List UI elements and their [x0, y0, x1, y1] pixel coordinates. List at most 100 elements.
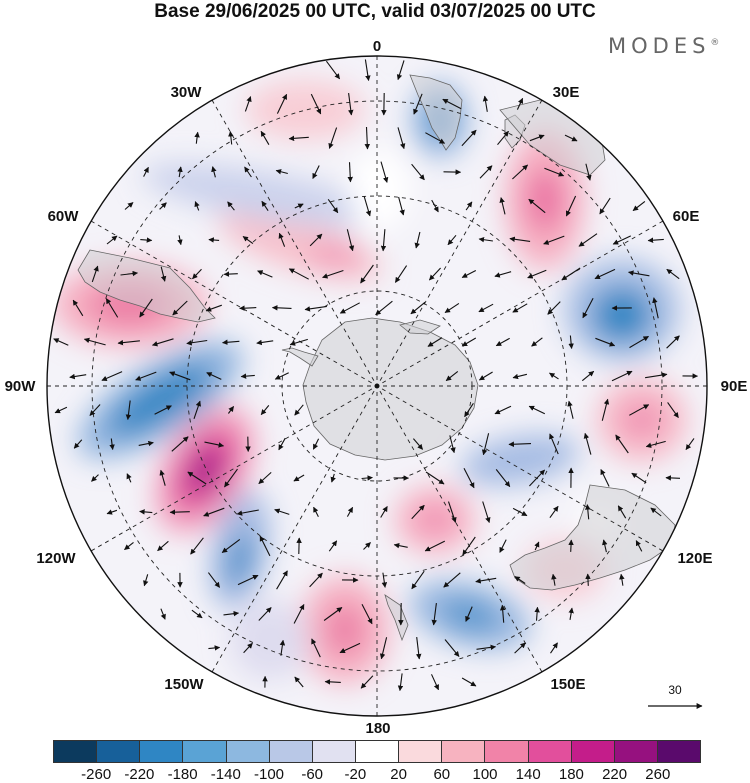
wind-vector	[444, 639, 460, 657]
wind-vector	[288, 268, 309, 280]
wind-vector	[461, 677, 477, 687]
wind-vector	[124, 541, 134, 551]
south-pole-marker	[374, 383, 380, 389]
wind-vector	[479, 165, 493, 179]
wind-vector	[482, 95, 489, 112]
wind-vector	[339, 302, 360, 314]
wind-vector	[261, 200, 269, 212]
wind-vector	[278, 437, 286, 451]
wind-vector	[190, 537, 204, 555]
wind-vector	[160, 266, 167, 282]
wind-vector	[240, 373, 255, 379]
wind-vector	[223, 610, 240, 617]
antarctic-peninsula	[281, 347, 319, 367]
wind-vector	[443, 572, 461, 588]
lon-label-120e: 120E	[677, 550, 712, 567]
wind-vector	[528, 198, 546, 214]
map-outline	[46, 55, 708, 717]
wind-vector	[346, 506, 354, 517]
wind-vector	[665, 475, 681, 481]
wind-vector	[143, 166, 149, 177]
wind-vector	[160, 608, 166, 620]
anomaly-low-west-core	[108, 363, 212, 437]
colorbar-swatch	[182, 741, 226, 762]
wind-vector	[194, 131, 200, 144]
wind-vector	[445, 370, 459, 382]
wind-vector	[294, 404, 304, 416]
wind-vector	[143, 574, 149, 587]
colorbar-tick-label: -220	[124, 766, 155, 783]
wind-vector	[109, 438, 115, 451]
wind-vector	[203, 507, 225, 517]
wind-vector	[313, 506, 319, 518]
wind-vector	[645, 372, 668, 379]
wind-vector	[138, 440, 154, 447]
wind-vector	[242, 235, 254, 245]
wind-vector	[279, 639, 286, 656]
anomaly-high-0-north	[245, 80, 365, 140]
wind-vector	[478, 236, 493, 243]
wind-vector	[228, 130, 234, 145]
wind-vector	[461, 270, 477, 278]
wind-vector	[645, 440, 666, 448]
wind-vector	[239, 305, 257, 311]
new-zealand	[384, 594, 409, 642]
colorbar-tick-label: -100	[253, 766, 285, 783]
longitude-labels: 0 30E 60E 90E 120E 150E 180 150W 120W 90…	[5, 38, 748, 737]
colorbar-tick-label: -20	[344, 766, 367, 783]
wind-vector	[425, 471, 445, 485]
wind-vector	[619, 573, 625, 586]
wind-vector	[462, 536, 476, 556]
wind-vector	[124, 202, 134, 210]
wind-vector	[227, 201, 235, 211]
wind-vector	[105, 298, 119, 318]
wind-vector	[583, 432, 592, 455]
wind-vector	[139, 509, 153, 515]
wind-vector	[461, 337, 477, 347]
wind-vector	[159, 202, 167, 210]
colorbar-swatch	[484, 741, 528, 762]
wind-vector	[328, 127, 338, 149]
wind-vector	[652, 297, 659, 319]
wind-vector	[478, 371, 493, 381]
wind-vector	[380, 161, 389, 183]
wind-vector	[447, 234, 457, 246]
wind-vector	[339, 642, 361, 654]
lon-label-150w: 150W	[164, 676, 204, 693]
wind-vector	[89, 404, 101, 416]
wind-vector	[568, 335, 574, 350]
anomaly-field	[52, 80, 687, 685]
wind-vector	[602, 539, 608, 553]
wind-vector	[595, 337, 616, 347]
wind-vector	[495, 337, 510, 347]
wind-vector	[106, 235, 118, 245]
wind-vector	[629, 335, 649, 349]
wind-vector	[564, 134, 578, 142]
wind-vector	[207, 572, 221, 588]
wind-vector	[154, 405, 172, 415]
wind-vector	[685, 438, 695, 451]
wind-vector	[412, 438, 424, 450]
anomaly-high-140e-core	[417, 506, 453, 534]
wind-vector	[444, 302, 460, 314]
wind-vector	[157, 540, 169, 552]
wind-vector	[274, 508, 290, 515]
wind-vector	[205, 304, 222, 312]
wind-vector	[211, 166, 217, 178]
wind-vector	[83, 337, 106, 346]
wind-vector	[550, 642, 558, 654]
colorbar-tick-label: 180	[558, 766, 584, 783]
wind-vector	[509, 236, 531, 243]
wind-vector	[527, 269, 547, 279]
wind-vector	[120, 270, 139, 277]
wind-vector	[244, 96, 252, 112]
wind-vector	[631, 472, 647, 484]
wind-vector	[475, 577, 497, 584]
wind-vector	[549, 372, 559, 380]
wind-vector	[465, 201, 473, 211]
wind-vector	[375, 300, 393, 316]
wind-vector	[243, 642, 253, 654]
wind-vector	[508, 441, 532, 447]
colorbar-tick-label: -60	[301, 766, 324, 783]
wind-vector	[599, 197, 611, 215]
